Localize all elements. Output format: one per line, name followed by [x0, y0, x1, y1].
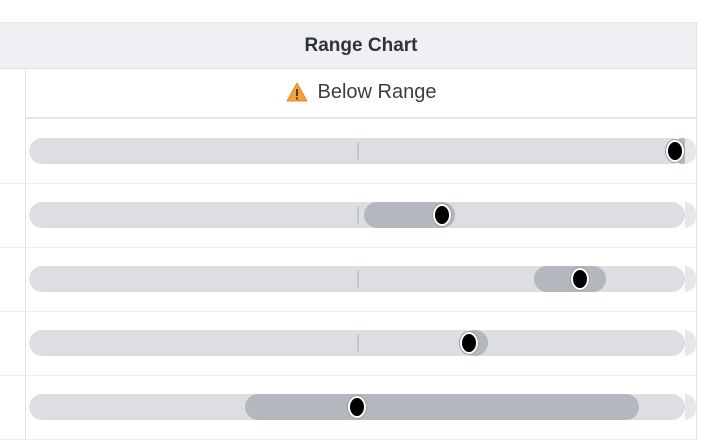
row-left-cell — [0, 247, 26, 312]
row-left-cell — [0, 183, 26, 248]
row-left-cell — [0, 119, 26, 184]
warning-icon — [286, 82, 308, 102]
table-row[interactable] — [26, 119, 696, 184]
table-row[interactable] — [26, 183, 696, 248]
value-marker[interactable] — [433, 204, 452, 226]
table-row[interactable] — [26, 311, 696, 376]
range-track-edge — [685, 266, 696, 292]
row-left-cell — [0, 375, 26, 440]
value-marker[interactable] — [666, 140, 685, 162]
column-header-label: Range Chart — [304, 34, 418, 56]
table-row[interactable] — [26, 247, 696, 312]
status-cell: Below Range — [26, 67, 697, 119]
value-marker[interactable] — [348, 396, 366, 418]
range-bar — [245, 394, 640, 420]
range-midpoint-line — [357, 206, 359, 224]
range-track — [29, 202, 685, 228]
range-midpoint-line — [357, 334, 359, 352]
range-track — [29, 266, 685, 292]
range-track-edge — [685, 138, 696, 164]
row-left-cell — [0, 311, 26, 376]
header-left-cell — [0, 22, 26, 69]
range-bar — [534, 266, 607, 292]
range-track-edge — [685, 330, 696, 356]
status-label: Below Range — [317, 80, 437, 103]
range-track-edge — [685, 394, 696, 420]
range-track — [29, 394, 685, 420]
value-marker[interactable] — [459, 332, 478, 354]
range-midpoint-line — [357, 270, 359, 288]
table-border-left — [25, 22, 26, 439]
value-marker[interactable] — [571, 268, 590, 290]
column-header-range-chart[interactable]: Range Chart — [26, 22, 696, 69]
range-midpoint-line — [357, 142, 359, 160]
table-row[interactable] — [26, 375, 696, 440]
range-track — [29, 330, 685, 356]
table-border-right — [696, 22, 697, 439]
range-track-edge — [685, 202, 696, 228]
range-track — [29, 138, 690, 164]
